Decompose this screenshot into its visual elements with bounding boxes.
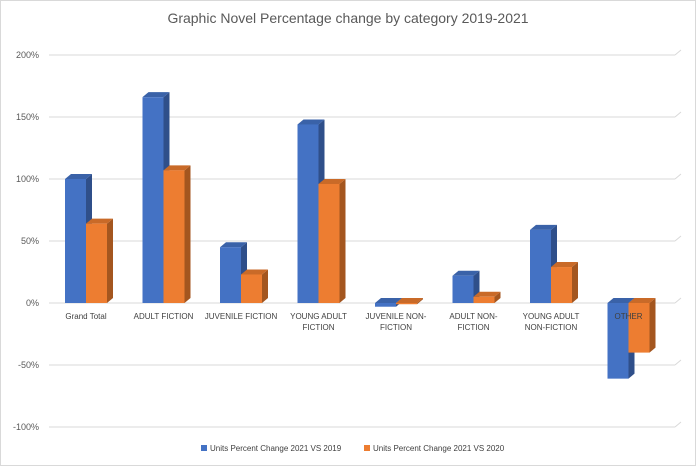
category-label-line: FICTION (303, 323, 335, 332)
y-tick-label: 150% (16, 112, 39, 122)
bar-top (607, 298, 635, 303)
bar-front (452, 275, 474, 303)
bar-side (339, 178, 346, 303)
bar-front (297, 124, 319, 303)
legend-label: Units Percent Change 2021 VS 2019 (210, 444, 342, 453)
bar (551, 262, 578, 303)
bar-front (607, 303, 629, 379)
category-label-line: Grand Total (65, 312, 106, 321)
y-axis-ticks: -100% -50% 0% 50% 100% 150% 200% (13, 50, 39, 432)
bar-front (473, 296, 495, 303)
y-tick-label: 50% (21, 236, 39, 246)
gridline-depth (674, 111, 682, 118)
bar-top (530, 224, 557, 230)
legend-entry: Units Percent Change 2021 VS 2020 (364, 444, 505, 453)
bar-top (396, 298, 423, 303)
legend-swatch (201, 445, 207, 451)
legend-label: Units Percent Change 2021 VS 2020 (373, 444, 505, 453)
bar (163, 165, 191, 303)
category-labels: Grand Total ADULT FICTION JUVENILE FICTION… (65, 312, 642, 332)
bar-top (297, 119, 325, 125)
bar (241, 269, 268, 303)
category-label: JUVENILE FICTION (205, 312, 278, 321)
category-label-line: FICTION (380, 323, 412, 332)
bar-front (65, 179, 86, 303)
bar (452, 270, 480, 303)
bar (628, 298, 656, 353)
bar-side (494, 291, 501, 303)
category-label: ADULT NON- FICTION (449, 312, 497, 332)
bar-front (375, 303, 396, 307)
category-label-line: JUVENILE FICTION (205, 312, 278, 321)
category-label-line: YOUNG ADULT (523, 312, 580, 321)
bar-top (628, 298, 656, 303)
category-label: YOUNG ADULT NON-FICTION (523, 312, 580, 332)
bar-side (649, 298, 656, 353)
gridline-depth (674, 173, 682, 180)
legend-entry: Units Percent Change 2021 VS 2019 (201, 444, 342, 453)
bar-top (220, 242, 247, 248)
category-label-line: JUVENILE NON- (366, 312, 427, 321)
category-label: Grand Total (65, 312, 106, 321)
category-label: JUVENILE NON- FICTION (366, 312, 427, 332)
bar-top (551, 262, 578, 268)
category-label: ADULT FICTION (134, 312, 194, 321)
category-label-line: NON-FICTION (525, 323, 578, 332)
bar-front (551, 267, 572, 303)
bar (86, 218, 113, 303)
y-tick-label: 200% (16, 50, 39, 60)
bar-side (184, 165, 191, 303)
bar-top (86, 218, 113, 224)
bar-front (396, 303, 417, 305)
bar-front (220, 247, 241, 303)
chart-title: Graphic Novel Percentage change by categ… (167, 10, 528, 26)
bar-top (318, 178, 346, 184)
bar-side (417, 298, 423, 305)
bar-top (142, 92, 170, 98)
y-tick-label: 0% (26, 298, 39, 308)
bar-front (86, 223, 107, 303)
bar-side (262, 269, 268, 303)
bar-front (163, 170, 185, 303)
bar-top (241, 269, 268, 275)
bar-front (142, 97, 164, 303)
bar (473, 291, 501, 303)
bar-front (530, 229, 551, 303)
bar-top (375, 298, 402, 303)
category-label-line: ADULT FICTION (134, 312, 194, 321)
legend: Units Percent Change 2021 VS 2019 Units P… (201, 444, 505, 453)
y-tick-label: -50% (18, 360, 39, 370)
bar-side (107, 218, 113, 303)
bar (396, 298, 423, 305)
category-label-line: ADULT NON- (449, 312, 497, 321)
gridline-depth (674, 235, 682, 242)
category-label-line: YOUNG ADULT (290, 312, 347, 321)
category-label: OTHER (615, 312, 643, 321)
category-label-line: OTHER (615, 312, 643, 321)
y-tick-label: -100% (13, 422, 39, 432)
gridline-depth (674, 421, 682, 428)
bar-top (473, 291, 501, 297)
gridline-depth (674, 359, 682, 366)
bar-front (318, 183, 340, 303)
legend-swatch (364, 445, 370, 451)
bar-top (452, 270, 480, 276)
bar-top (65, 174, 92, 179)
gridline-depth (674, 297, 682, 304)
category-label-line: FICTION (458, 323, 490, 332)
bar (318, 178, 346, 303)
y-tick-label: 100% (16, 174, 39, 184)
bars (65, 92, 656, 379)
gridline-depth (674, 49, 682, 56)
bar-side (572, 262, 578, 303)
category-label: YOUNG ADULT FICTION (290, 312, 347, 332)
bar-front (628, 303, 650, 353)
bar-top (163, 165, 191, 171)
bar-front (241, 274, 262, 303)
